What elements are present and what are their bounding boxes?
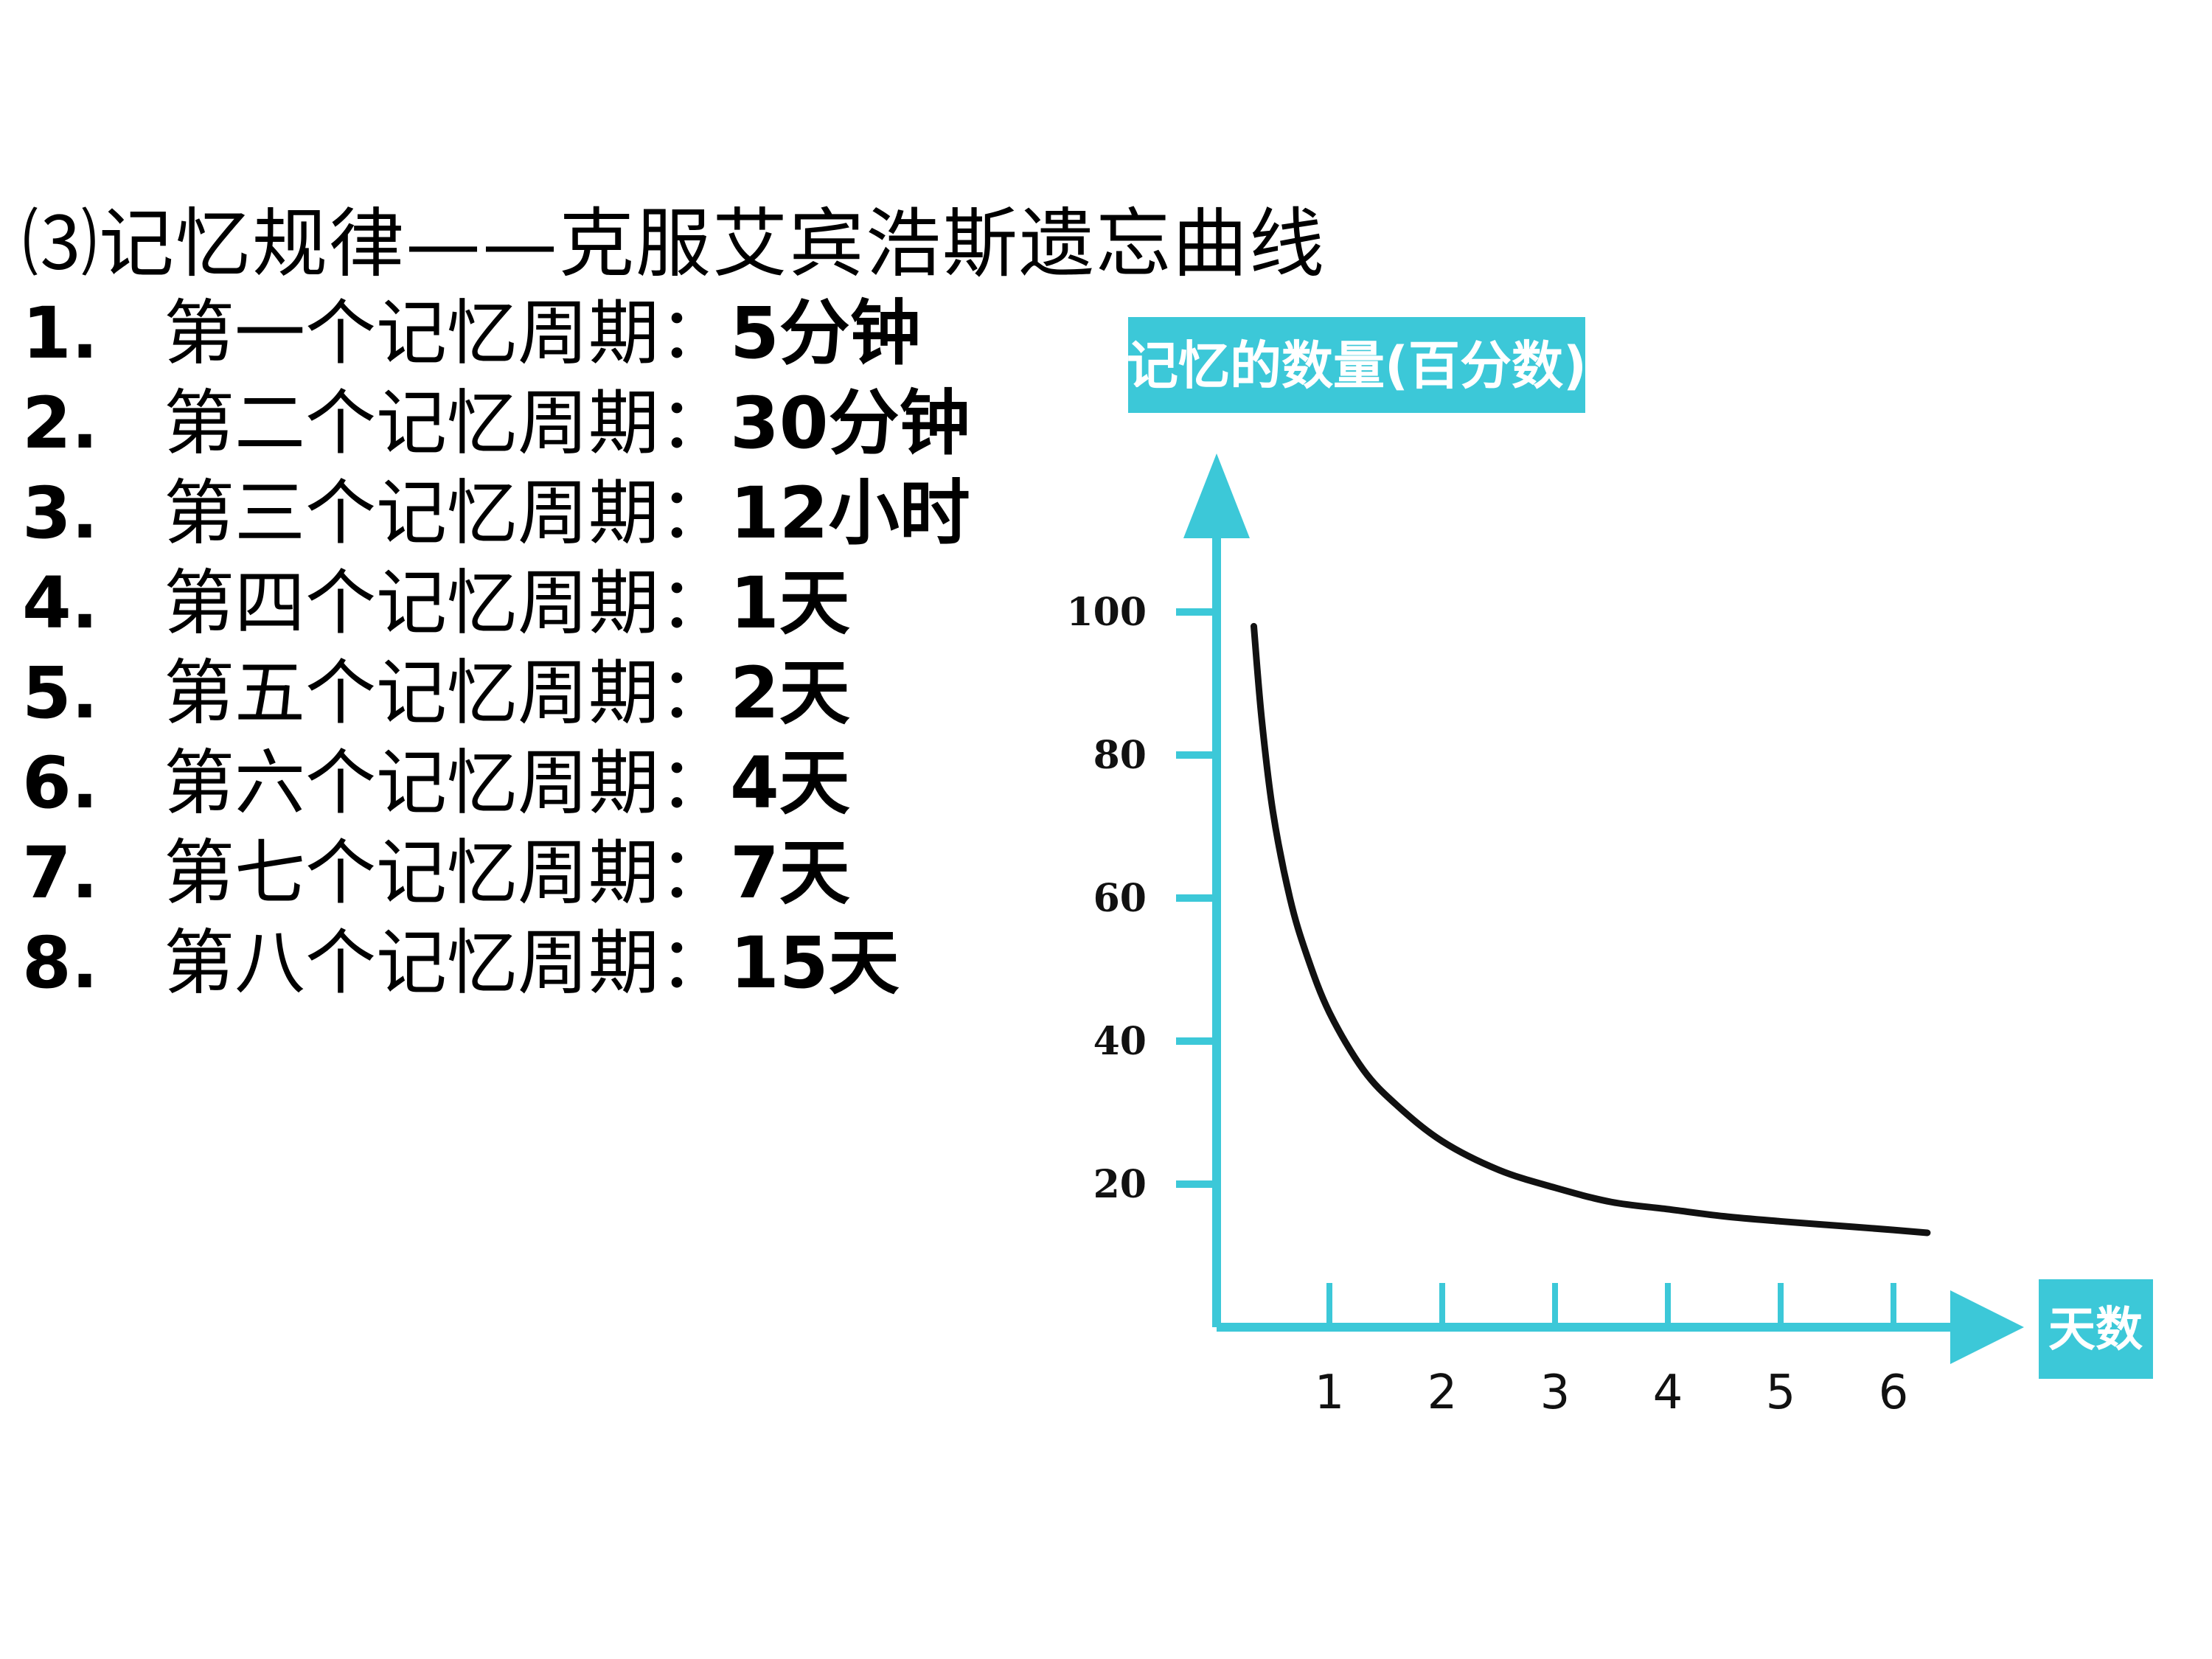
x-ticks: 1 2 3 4 5 6 xyxy=(1315,1283,1909,1420)
period-number: 7. xyxy=(22,832,99,914)
x-tick-label: 2 xyxy=(1427,1366,1458,1420)
period-number: 8. xyxy=(22,922,99,1004)
x-tick-label: 5 xyxy=(1766,1366,1796,1420)
period-number: 6. xyxy=(22,742,99,824)
x-axis-arrow-icon xyxy=(1950,1290,2024,1364)
y-tick-label: 100 xyxy=(1066,590,1147,635)
period-label-text: 第八个记忆周期： xyxy=(164,922,730,1004)
x-tick-label: 3 xyxy=(1540,1366,1571,1420)
period-number: 4. xyxy=(22,562,99,644)
period-number: 3. xyxy=(22,472,99,554)
page-title: ⑶记忆规律——克服艾宾浩斯遗忘曲线 xyxy=(22,201,1326,288)
period-label: 第七个记忆周期：7天 xyxy=(164,829,850,917)
y-axis-label-box: 记忆的数量(百分数) xyxy=(1127,317,1587,413)
period-label-text: 第五个记忆周期： xyxy=(164,652,730,734)
period-label: 第一个记忆周期：5分钟 xyxy=(164,289,921,378)
x-tick-label: 4 xyxy=(1653,1366,1683,1420)
period-label: 第三个记忆周期：12小时 xyxy=(164,469,970,557)
period-number: 5. xyxy=(22,652,99,734)
period-value: 15天 xyxy=(730,922,900,1004)
forgetting-curve-line xyxy=(1250,622,1931,1237)
period-value: 12小时 xyxy=(730,472,970,554)
x-axis-label-box: 天数 xyxy=(2039,1279,2153,1379)
period-value: 1天 xyxy=(730,562,850,644)
period-label-text: 第二个记忆周期： xyxy=(164,382,730,465)
x-axis-label: 天数 xyxy=(2048,1303,2143,1357)
period-label-text: 第三个记忆周期： xyxy=(164,472,730,554)
y-tick-label: 80 xyxy=(1093,733,1147,778)
y-tick-label: 20 xyxy=(1093,1162,1147,1207)
period-value: 2天 xyxy=(730,652,850,734)
period-label-text: 第一个记忆周期： xyxy=(164,292,730,375)
period-value: 7天 xyxy=(730,832,850,914)
period-label-text: 第四个记忆周期： xyxy=(164,562,730,644)
period-label: 第四个记忆周期：1天 xyxy=(164,559,850,647)
period-label: 第八个记忆周期：15天 xyxy=(164,919,900,1007)
period-number: 2. xyxy=(22,382,99,465)
period-label-text: 第六个记忆周期： xyxy=(164,742,730,824)
period-value: 5分钟 xyxy=(730,292,921,375)
y-axis-label-bg xyxy=(1128,317,1585,413)
series xyxy=(1250,622,1931,1237)
y-tick-label: 60 xyxy=(1093,876,1147,921)
forgetting-curve-chart: 记忆的数量(百分数) 100 80 60 40 20 1 2 3 4 5 6 天数 xyxy=(1066,317,2153,1420)
chart-axes xyxy=(1183,453,2024,1364)
y-axis-label: 记忆的数量(百分数) xyxy=(1127,335,1587,396)
period-value: 4天 xyxy=(730,742,850,824)
period-label: 第六个记忆周期：4天 xyxy=(164,739,850,827)
period-label-text: 第七个记忆周期： xyxy=(164,832,730,914)
x-tick-label: 1 xyxy=(1315,1366,1345,1420)
period-label: 第二个记忆周期：30分钟 xyxy=(164,379,970,467)
period-number: 1. xyxy=(22,292,99,375)
period-label: 第五个记忆周期：2天 xyxy=(164,649,850,737)
x-axis-label-bg xyxy=(2039,1279,2153,1379)
y-axis-arrow-icon xyxy=(1183,453,1250,538)
x-tick-label: 6 xyxy=(1879,1366,1909,1420)
period-value: 30分钟 xyxy=(730,382,970,465)
y-tick-label: 40 xyxy=(1093,1019,1147,1064)
y-ticks: 100 80 60 40 20 xyxy=(1066,590,1217,1207)
